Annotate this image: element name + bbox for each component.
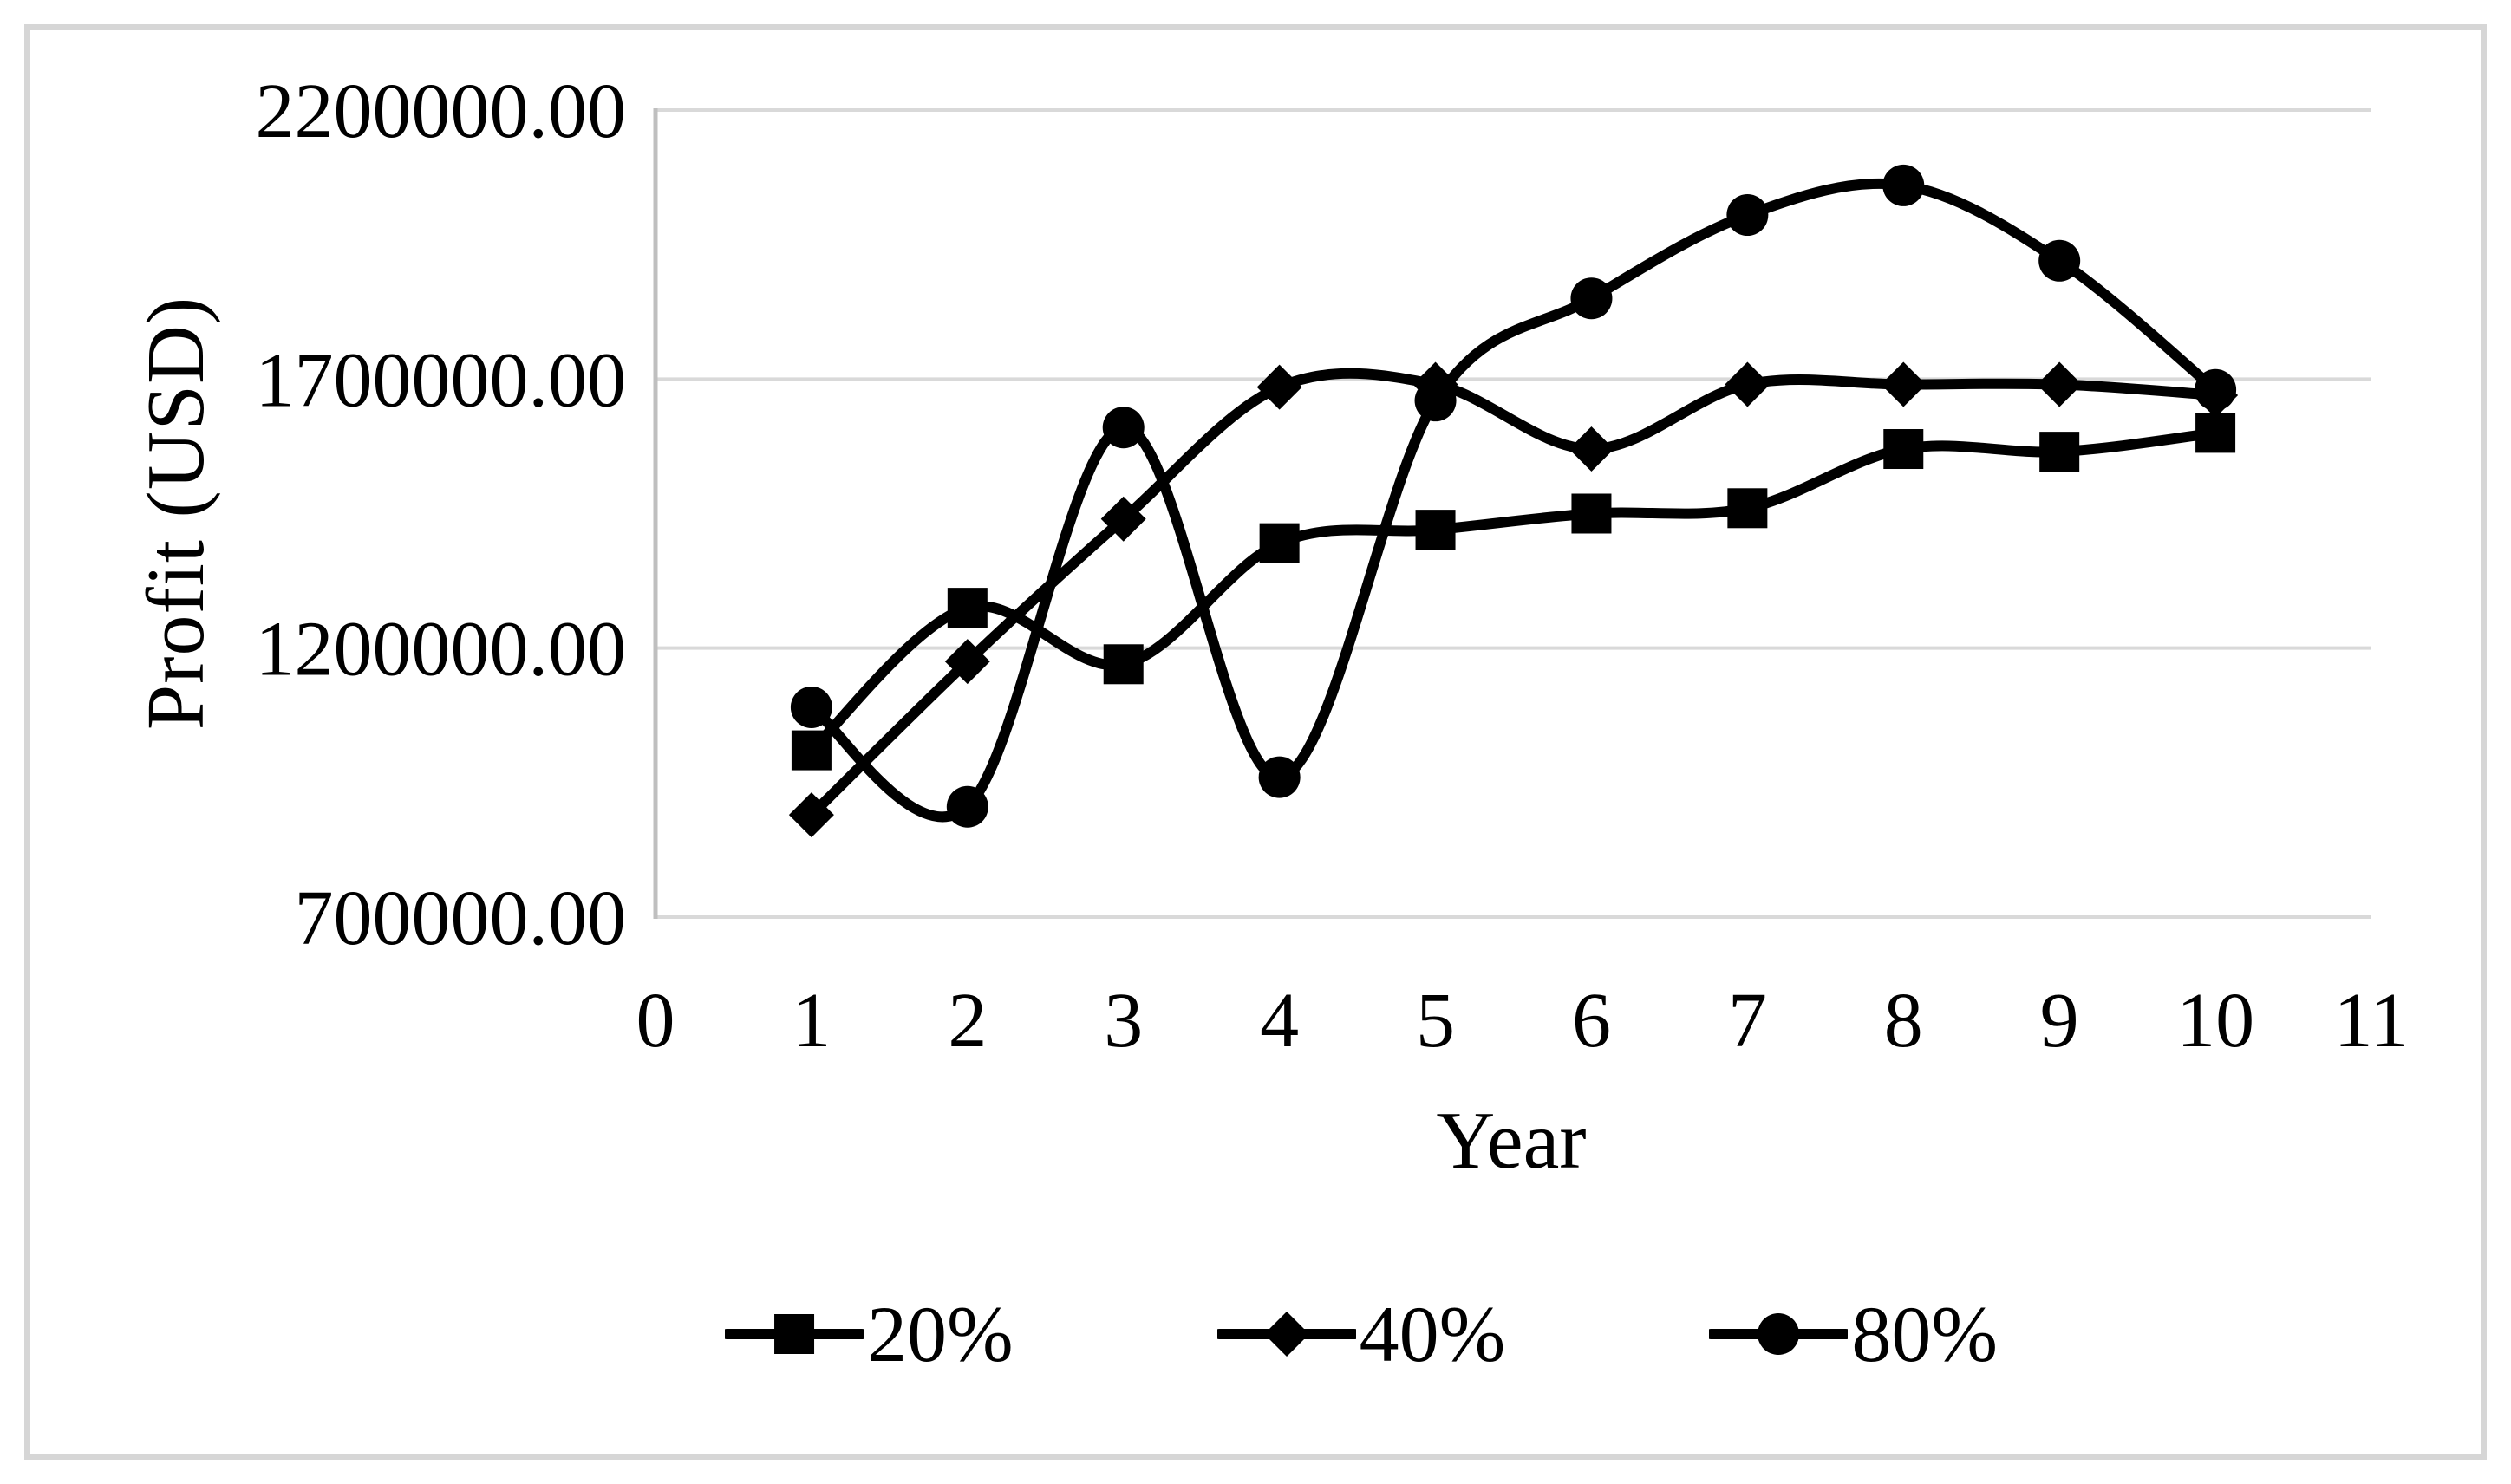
legend-item-20%: 20% — [725, 1286, 1014, 1382]
diamond-marker — [2037, 361, 2083, 407]
circle-marker — [1414, 380, 1457, 422]
legend-square-marker — [774, 1314, 815, 1354]
x-tick-label: 10 — [2176, 978, 2254, 1064]
square-marker — [1103, 644, 1144, 685]
legend-label: 40% — [1359, 1290, 1506, 1378]
x-tick-label: 8 — [1884, 978, 1923, 1064]
x-axis-title: Year — [1436, 1096, 1587, 1186]
y-tick-label: 1200000.00 — [256, 607, 627, 693]
square-marker — [2039, 432, 2080, 472]
legend-diamond-marker — [1263, 1312, 1309, 1357]
legend-label: 20% — [867, 1290, 1014, 1378]
x-tick-label: 11 — [2334, 978, 2410, 1064]
x-tick-label: 1 — [792, 978, 831, 1064]
square-marker — [1883, 429, 1924, 470]
legend-item-40%: 40% — [1216, 1286, 1506, 1382]
circle-marker — [1882, 164, 1925, 206]
square-marker — [1727, 488, 1768, 529]
x-tick-label: 9 — [2040, 978, 2079, 1064]
x-tick-label: 6 — [1572, 978, 1611, 1064]
x-tick-label: 5 — [1416, 978, 1455, 1064]
circle-marker — [1726, 194, 1769, 237]
y-tick-label: 700000.00 — [295, 875, 627, 961]
diamond-marker — [1100, 496, 1146, 542]
series-20% — [791, 413, 2236, 771]
y-axis-title: Profit (USD) — [131, 296, 221, 731]
square-marker — [1571, 493, 1612, 534]
diamond-marker — [1256, 364, 1302, 410]
legend-item-80%: 80% — [1709, 1286, 1998, 1382]
series-40% — [788, 361, 2239, 838]
circle-marker — [2195, 368, 2237, 411]
series-80% — [790, 164, 2237, 828]
x-tick-label: 4 — [1260, 978, 1299, 1064]
square-marker — [1259, 523, 1300, 563]
series-line-square — [805, 427, 2221, 756]
circle-marker — [790, 686, 832, 728]
square-marker — [947, 588, 988, 628]
legend-marker-circle — [1709, 1313, 1849, 1355]
x-tick-label: 3 — [1104, 978, 1143, 1064]
circle-marker — [946, 785, 988, 828]
series-line-diamond — [805, 368, 2221, 821]
circle-marker — [1258, 756, 1301, 798]
x-tick-label: 0 — [636, 978, 675, 1064]
square-marker — [1415, 510, 1456, 550]
diamond-marker — [788, 792, 834, 838]
series-line-circle — [805, 178, 2221, 823]
legend-label: 80% — [1851, 1290, 1998, 1378]
diamond-marker — [1569, 426, 1614, 472]
x-tick-label: 2 — [948, 978, 987, 1064]
circle-marker — [2038, 239, 2081, 282]
square-marker — [2195, 413, 2236, 453]
legend-marker-diamond — [1216, 1312, 1356, 1357]
diamond-marker — [944, 639, 990, 685]
square-marker — [791, 730, 832, 771]
y-tick-label: 2200000.00 — [256, 68, 627, 154]
legend-marker-square — [725, 1314, 864, 1354]
y-tick-label: 1700000.00 — [256, 337, 627, 423]
x-tick-label: 7 — [1728, 978, 1767, 1064]
diamond-marker — [1725, 361, 1771, 407]
circle-marker — [1102, 407, 1145, 449]
legend: 20% 40% 80% — [725, 1286, 1998, 1382]
circle-marker — [1570, 277, 1613, 320]
legend-circle-marker — [1758, 1313, 1800, 1355]
diamond-marker — [1881, 361, 1927, 407]
